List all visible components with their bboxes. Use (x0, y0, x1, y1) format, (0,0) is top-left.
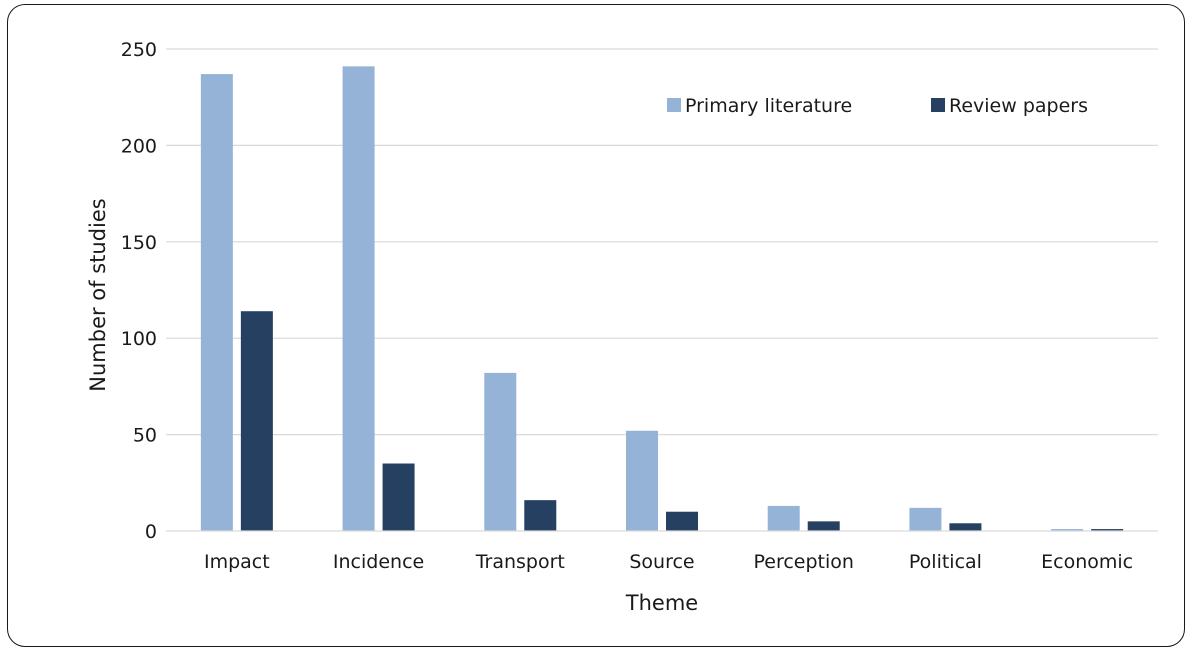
bars (200, 66, 1124, 532)
bar-primary (484, 372, 517, 531)
gridlines (166, 48, 1158, 436)
bar-review (949, 523, 982, 531)
legend: Primary literature Review papers (667, 95, 1088, 117)
bar-primary (1051, 529, 1084, 531)
bar-review (524, 500, 557, 531)
y-tick-label: 200 (121, 135, 157, 157)
y-tick-label: 250 (121, 39, 157, 61)
x-tick-label: Perception (753, 551, 853, 573)
y-tick-label: 0 (145, 521, 157, 543)
x-tick-label: Transport (475, 551, 565, 573)
legend-label: Primary literature (685, 95, 852, 117)
bar-primary (767, 505, 800, 531)
y-tick-label: 50 (133, 425, 157, 447)
x-tick-label: Economic (1041, 551, 1133, 573)
bar-primary (626, 430, 658, 531)
x-tick-label: Impact (204, 551, 270, 573)
bar-primary (909, 507, 942, 531)
legend-swatch (667, 98, 681, 112)
bar-review (807, 521, 840, 531)
bar-primary (342, 66, 375, 532)
x-tick-label: Incidence (333, 551, 424, 573)
y-axis-title: Number of studies (86, 198, 110, 391)
x-axis-ticks: Impact Incidence Transport Source Perception… (204, 551, 1133, 573)
legend-label: Review papers (949, 95, 1088, 117)
bar-review (1091, 529, 1124, 531)
bar-review (382, 463, 415, 531)
x-tick-label: Political (909, 551, 982, 573)
y-axis-ticks: 0 50 100 150 200 250 (121, 39, 157, 543)
y-tick-label: 100 (121, 328, 157, 350)
bar-primary (200, 74, 233, 532)
bar-review (666, 511, 698, 531)
bar-review (240, 311, 273, 531)
y-tick-label: 150 (121, 232, 157, 254)
legend-swatch (931, 98, 945, 112)
x-tick-label: Source (629, 551, 694, 573)
x-axis-title: Theme (625, 591, 698, 615)
